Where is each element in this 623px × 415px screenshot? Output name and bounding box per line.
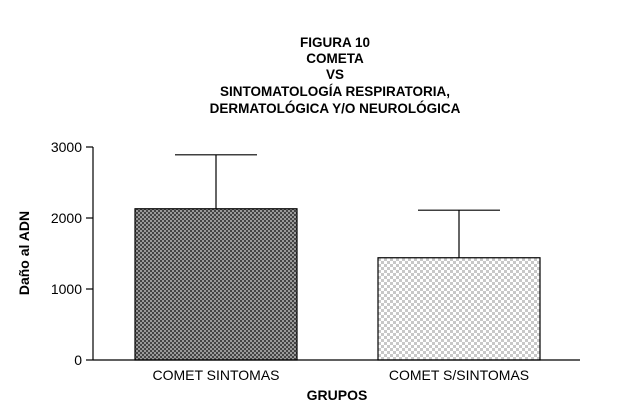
error-bars-group [175,154,500,258]
title-line-4: SINTOMATOLOGÍA RESPIRATORIA, [220,84,450,99]
chart-title: FIGURA 10 COMETA VS SINTOMATOLOGÍA RESPI… [210,35,461,116]
y-tick-label-1: 0 [74,352,82,368]
title-line-3: VS [326,67,344,82]
bar-1 [134,208,298,361]
title-line-2: COMETA [306,51,364,66]
x-category-labels: COMET SINTOMAS COMET S/SINTOMAS [152,367,529,383]
y-axis-label: Daño al ADN [16,211,32,295]
y-ticks-group: 0 1000 2000 3000 [51,139,93,368]
x-tick-label-1: COMET SINTOMAS [152,367,279,383]
x-axis-label: GRUPOS [307,387,368,403]
bars-group [134,208,541,361]
y-tick-label-2: 1000 [51,281,82,297]
title-line-1: FIGURA 10 [300,35,370,50]
bar-2 [377,257,541,361]
x-tick-label-2: COMET S/SINTOMAS [389,367,529,383]
y-tick-label-3: 2000 [51,210,82,226]
y-tick-label-4: 3000 [51,139,82,155]
title-line-5: DERMATOLÓGICA Y/O NEUROLÓGICA [210,101,461,116]
